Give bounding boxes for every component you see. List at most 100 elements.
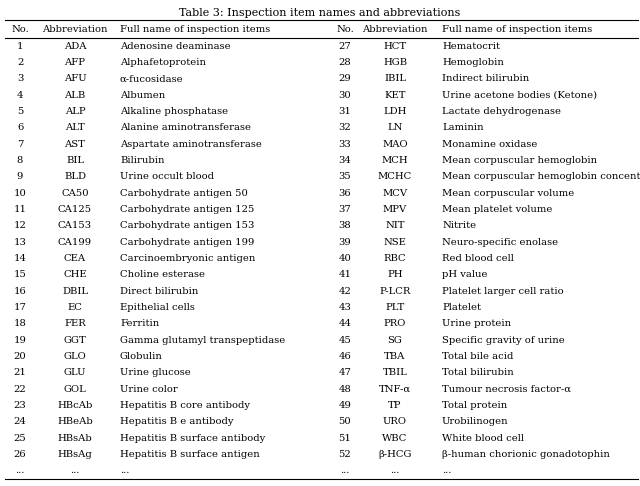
Text: 5: 5 [17,107,23,116]
Text: Mean corpuscular volume: Mean corpuscular volume [442,189,574,198]
Text: Abbreviation: Abbreviation [42,24,108,34]
Text: Carbohydrate antigen 50: Carbohydrate antigen 50 [120,189,248,198]
Text: HCT: HCT [383,42,406,51]
Text: Urine glucose: Urine glucose [120,368,191,377]
Text: ...: ... [390,467,400,475]
Text: 16: 16 [13,287,26,295]
Text: ADA: ADA [64,42,86,51]
Text: Monamine oxidase: Monamine oxidase [442,139,538,149]
Text: Abbreviation: Abbreviation [362,24,428,34]
Text: PLT: PLT [385,303,404,312]
Text: No.: No. [336,24,354,34]
Text: 26: 26 [13,450,26,459]
Text: MCV: MCV [383,189,408,198]
Text: Total bilirubin: Total bilirubin [442,368,514,377]
Text: Hemoglobin: Hemoglobin [442,58,504,67]
Text: Carbohydrate antigen 125: Carbohydrate antigen 125 [120,205,254,214]
Text: Carbohydrate antigen 153: Carbohydrate antigen 153 [120,221,254,230]
Text: Hematocrit: Hematocrit [442,42,500,51]
Text: Direct bilirubin: Direct bilirubin [120,287,198,295]
Text: 35: 35 [339,173,351,181]
Text: 41: 41 [339,270,351,279]
Text: PH: PH [387,270,403,279]
Text: 13: 13 [13,238,26,247]
Text: GLO: GLO [63,352,86,361]
Text: Urine protein: Urine protein [442,319,511,329]
Text: β-human chorionic gonadotophin: β-human chorionic gonadotophin [442,450,610,459]
Text: Epithelial cells: Epithelial cells [120,303,195,312]
Text: 50: 50 [339,417,351,426]
Text: Full name of inspection items: Full name of inspection items [120,24,270,34]
Text: Carbohydrate antigen 199: Carbohydrate antigen 199 [120,238,254,247]
Text: 34: 34 [339,156,351,165]
Text: ...: ... [442,467,451,475]
Text: 6: 6 [17,123,23,132]
Text: Choline esterase: Choline esterase [120,270,205,279]
Text: CA50: CA50 [61,189,89,198]
Text: SG: SG [388,336,403,345]
Text: 24: 24 [13,417,26,426]
Text: Adenosine deaminase: Adenosine deaminase [120,42,230,51]
Text: NSE: NSE [383,238,406,247]
Text: 12: 12 [13,221,26,230]
Text: Tumour necrosis factor-α: Tumour necrosis factor-α [442,384,571,394]
Text: HBsAb: HBsAb [58,434,92,443]
Text: No.: No. [11,24,29,34]
Text: ALP: ALP [65,107,85,116]
Text: CA125: CA125 [58,205,92,214]
Text: 31: 31 [339,107,351,116]
Text: EC: EC [68,303,83,312]
Text: β-HCG: β-HCG [378,450,412,459]
Text: 3: 3 [17,74,23,83]
Text: 10: 10 [13,189,26,198]
Text: KET: KET [384,91,406,100]
Text: CEA: CEA [64,254,86,263]
Text: ALT: ALT [65,123,85,132]
Text: 49: 49 [339,401,351,410]
Text: Nitrite: Nitrite [442,221,476,230]
Text: MPV: MPV [383,205,407,214]
Text: 29: 29 [339,74,351,83]
Text: 19: 19 [13,336,26,345]
Text: 21: 21 [13,368,26,377]
Text: MCHC: MCHC [378,173,412,181]
Text: TBIL: TBIL [383,368,408,377]
Text: Gamma glutamyl transpeptidase: Gamma glutamyl transpeptidase [120,336,285,345]
Text: Urine color: Urine color [120,384,178,394]
Text: Neuro-specific enolase: Neuro-specific enolase [442,238,558,247]
Text: 36: 36 [339,189,351,198]
Text: 44: 44 [339,319,351,329]
Text: Bilirubin: Bilirubin [120,156,164,165]
Text: GOL: GOL [63,384,86,394]
Text: 33: 33 [339,139,351,149]
Text: Specific gravity of urine: Specific gravity of urine [442,336,564,345]
Text: 7: 7 [17,139,23,149]
Text: 18: 18 [13,319,26,329]
Text: LN: LN [387,123,403,132]
Text: 39: 39 [339,238,351,247]
Text: MAO: MAO [382,139,408,149]
Text: CA199: CA199 [58,238,92,247]
Text: AFP: AFP [65,58,86,67]
Text: Albumen: Albumen [120,91,165,100]
Text: 38: 38 [339,221,351,230]
Text: 37: 37 [339,205,351,214]
Text: Hepatitis B e antibody: Hepatitis B e antibody [120,417,234,426]
Text: IBIL: IBIL [384,74,406,83]
Text: ...: ... [120,467,129,475]
Text: WBC: WBC [382,434,408,443]
Text: Alanine aminotransferase: Alanine aminotransferase [120,123,251,132]
Text: pH value: pH value [442,270,488,279]
Text: GGT: GGT [63,336,86,345]
Text: White blood cell: White blood cell [442,434,524,443]
Text: 45: 45 [339,336,351,345]
Text: Alkaline phosphatase: Alkaline phosphatase [120,107,228,116]
Text: P-LCR: P-LCR [380,287,411,295]
Text: 4: 4 [17,91,23,100]
Text: 48: 48 [339,384,351,394]
Text: 1: 1 [17,42,23,51]
Text: 11: 11 [13,205,26,214]
Text: Alphafetoprotein: Alphafetoprotein [120,58,206,67]
Text: FER: FER [64,319,86,329]
Text: 2: 2 [17,58,23,67]
